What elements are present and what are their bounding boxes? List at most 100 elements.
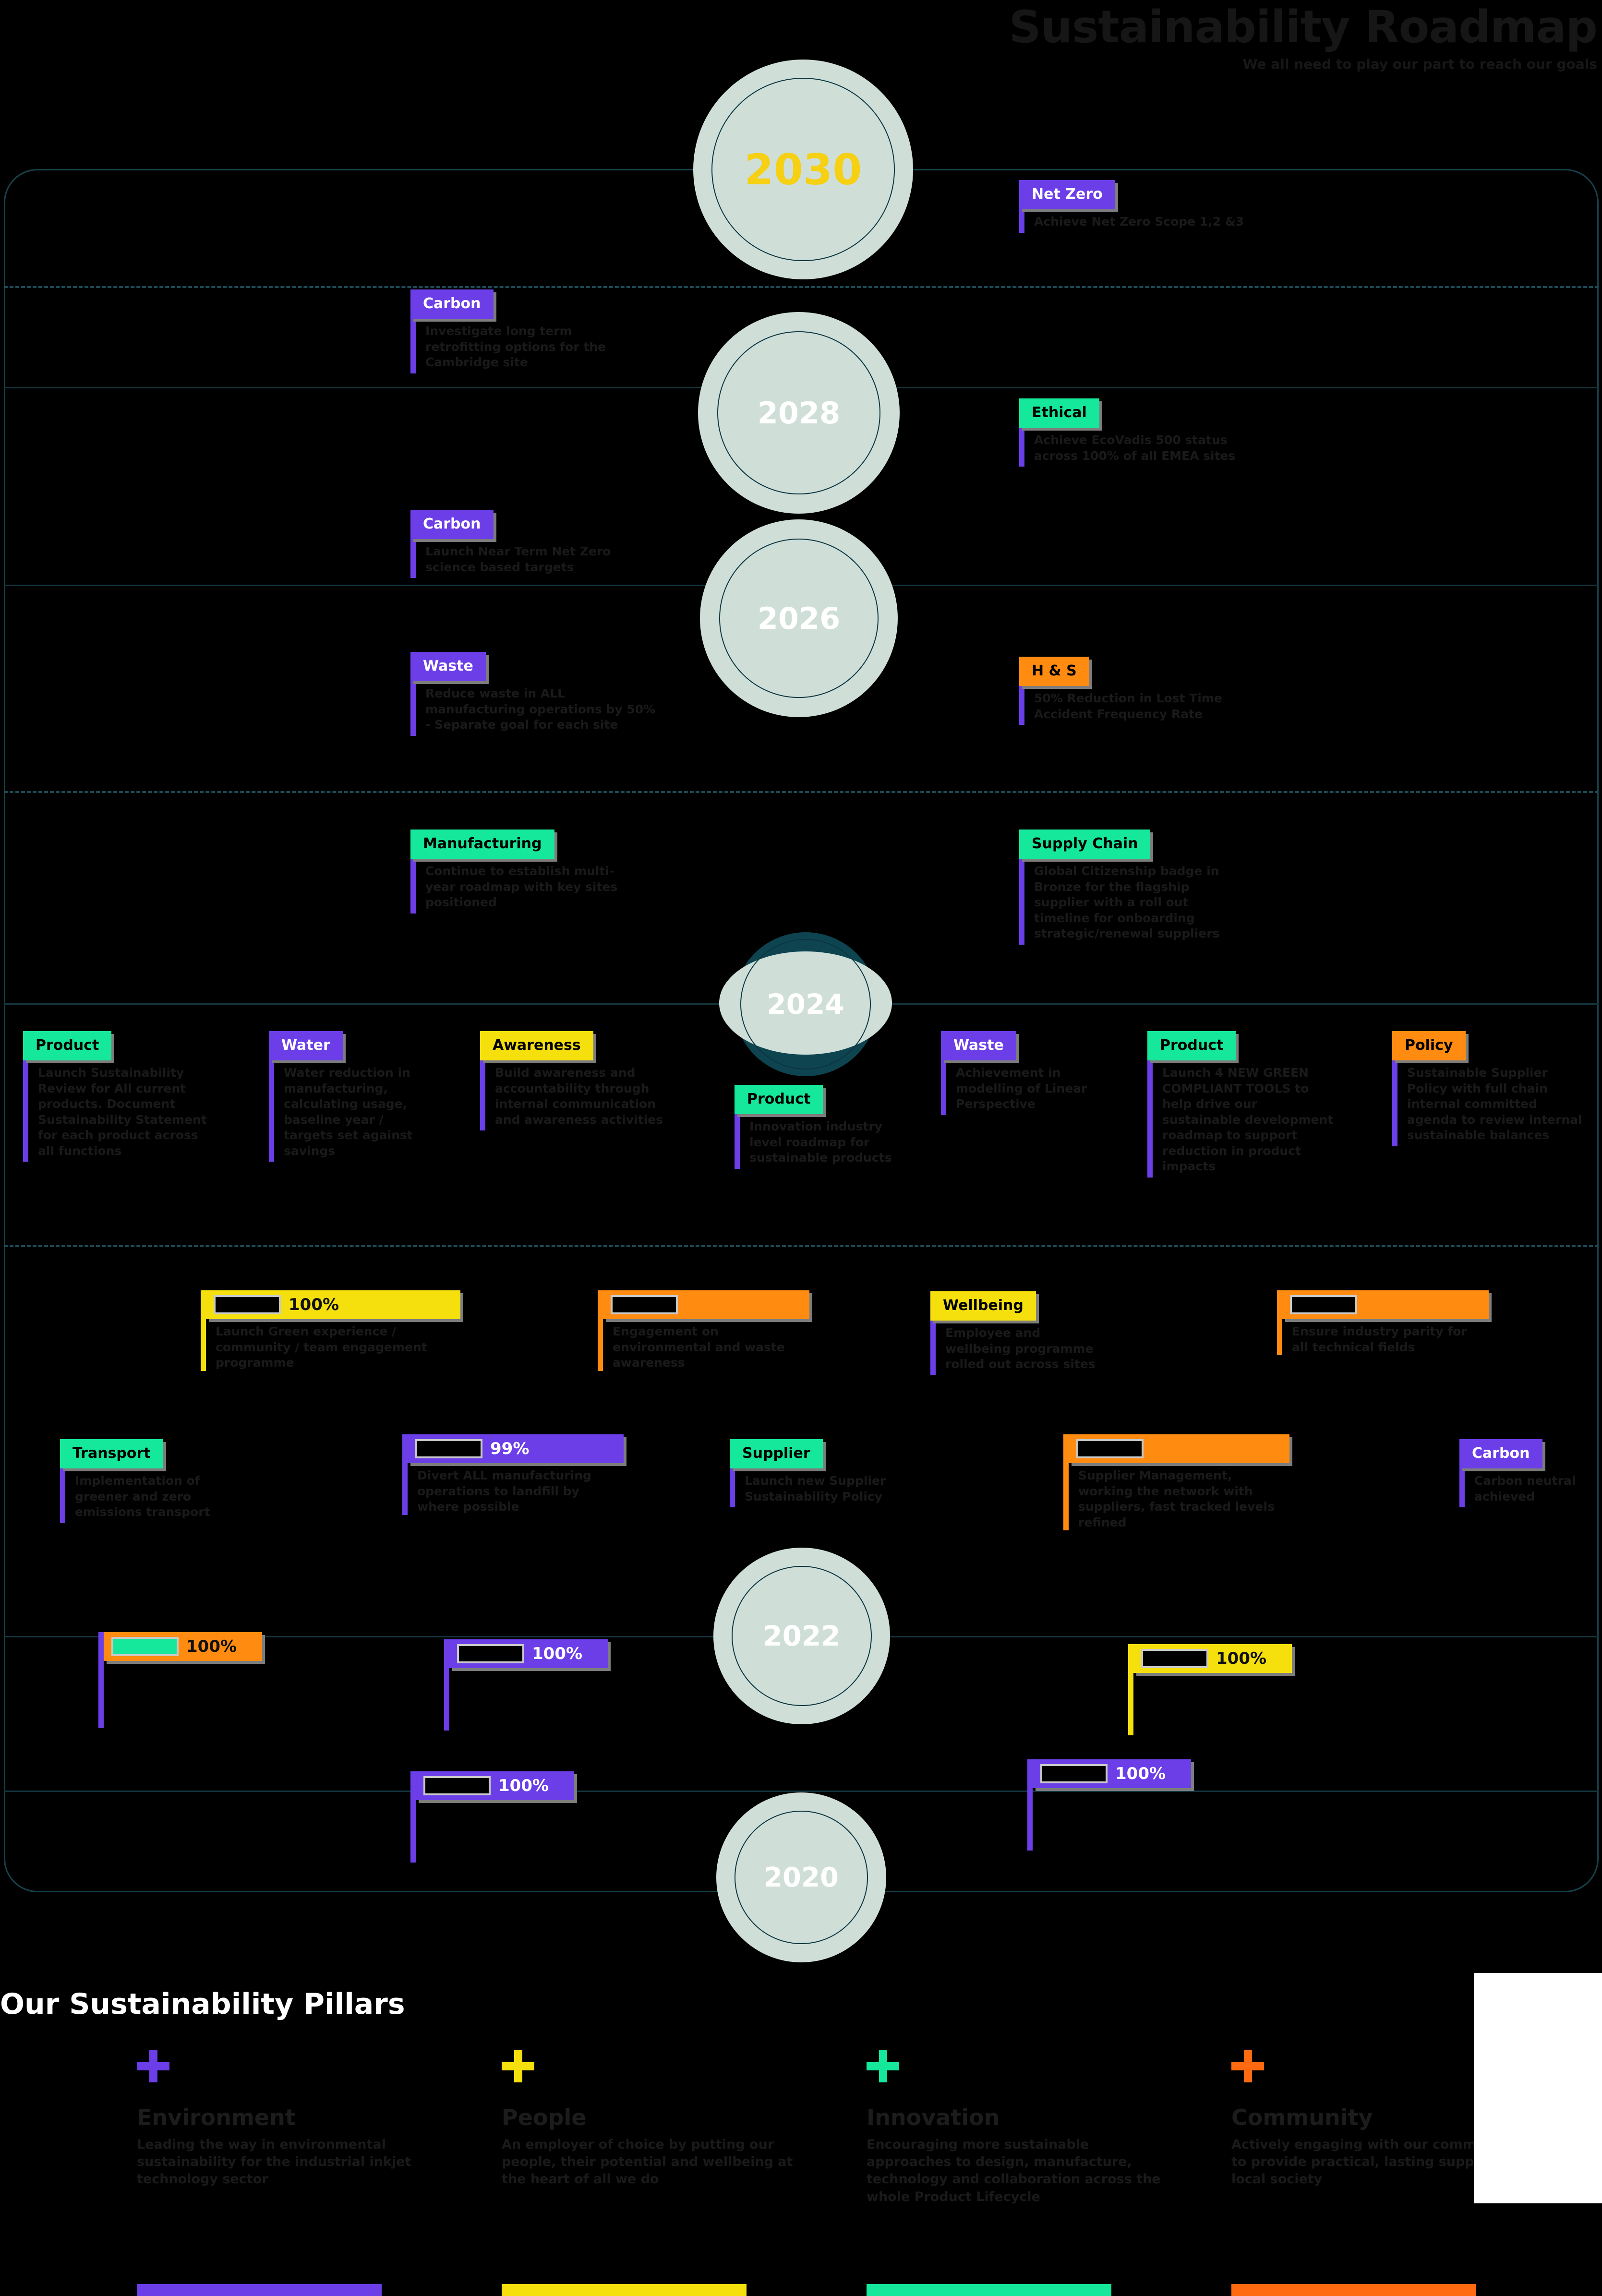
progress-flag-bottom-2[interactable]: 100%	[444, 1639, 608, 1731]
plus-icon	[137, 2050, 169, 2082]
milestone-tab: Waste	[410, 652, 486, 681]
milestone-tab: Ethical	[1019, 398, 1099, 428]
milestone-text: Investigate long term retrofitting optio…	[410, 319, 622, 373]
milestone-card-carbon-targets[interactable]: Carbon Launch Near Term Net Zero science…	[410, 510, 622, 578]
milestone-card-wellbeing[interactable]: Wellbeing Employee and wellbeing program…	[930, 1291, 1103, 1375]
year-node-2022[interactable]: 2022	[713, 1548, 890, 1724]
flag-cutout	[423, 1776, 491, 1795]
progress-flag-env-awareness[interactable]: Engagement on environmental and waste aw…	[598, 1290, 809, 1371]
year-node-2024[interactable]: 2024	[719, 932, 892, 1076]
milestone-text: Launch 4 NEW GREEN COMPLIANT TOOLS to he…	[1147, 1060, 1339, 1178]
milestone-tab: Water	[269, 1031, 343, 1060]
year-halo	[700, 519, 898, 717]
milestone-card-awareness[interactable]: Awareness Build awareness and accountabi…	[480, 1031, 667, 1130]
milestone-card-net-zero[interactable]: Net Zero Achieve Net Zero Scope 1,2 &3	[1019, 180, 1288, 233]
pillar-name: Environment	[137, 2104, 296, 2130]
milestone-tab: Product	[1147, 1031, 1236, 1060]
milestone-tab: Transport	[60, 1439, 163, 1468]
milestone-card-water[interactable]: Water Water reduction in manufacturing, …	[269, 1031, 427, 1162]
progress-flag-green-programme[interactable]: 100% Launch Green experience / community…	[201, 1290, 460, 1371]
year-halo	[713, 1548, 890, 1724]
flag-pole	[444, 1639, 449, 1731]
progress-flag-supplier-mgmt[interactable]: Supplier Management, working the network…	[1063, 1434, 1289, 1530]
milestone-text: Implementation of greener and zero emiss…	[60, 1468, 218, 1523]
plus-icon	[1231, 2050, 1264, 2082]
row-divider	[4, 791, 1599, 793]
progress-flag-bottom-1[interactable]: 100%	[98, 1632, 262, 1728]
milestone-tab: Carbon	[410, 510, 494, 539]
milestone-tab: Product	[23, 1031, 112, 1060]
flag-text: Supplier Management, working the network…	[1078, 1468, 1275, 1529]
year-label: 2026	[757, 601, 841, 636]
milestone-card-waste-reduction[interactable]: Waste Reduce waste in ALL manufacturing …	[410, 652, 660, 736]
progress-flag-bottom-4[interactable]: 100%	[410, 1771, 574, 1863]
milestone-card-product-tools[interactable]: Product Launch 4 NEW GREEN COMPLIANT TOO…	[1147, 1031, 1339, 1178]
milestone-card-carbon-retrofit[interactable]: Carbon Investigate long term retrofittin…	[410, 289, 622, 373]
pillar-people[interactable]: People An employer of choice by putting …	[502, 2050, 809, 2296]
page-subtitle: We all need to play our part to reach ou…	[1242, 56, 1597, 72]
flag-percent: 100%	[532, 1644, 583, 1663]
milestone-text: Reduce waste in ALL manufacturing operat…	[410, 681, 660, 736]
flag-text: Ensure industry parity for all technical…	[1292, 1324, 1467, 1354]
milestone-tab: Net Zero	[1019, 180, 1115, 209]
milestone-card-supply-chain[interactable]: Supply Chain Global Citizenship badge in…	[1019, 829, 1226, 945]
progress-flag-bottom-5[interactable]: 100%	[1027, 1759, 1191, 1851]
flag-banner	[1069, 1434, 1289, 1463]
flag-pole	[1063, 1434, 1069, 1530]
row-divider	[4, 286, 1599, 288]
row-divider	[4, 1245, 1599, 1247]
milestone-text: Build awareness and accountability throu…	[480, 1060, 667, 1130]
flag-banner: 100%	[1133, 1644, 1292, 1673]
milestone-card-carbon-neutral[interactable]: Carbon Carbon neutral achieved	[1459, 1439, 1599, 1507]
milestone-card-product-review[interactable]: Product Launch Sustainability Review for…	[23, 1031, 215, 1162]
flag-pole	[1277, 1290, 1282, 1355]
flag-cutout	[1141, 1649, 1208, 1668]
pillar-name: Community	[1231, 2104, 1373, 2130]
milestone-tab: H & S	[1019, 657, 1089, 686]
flag-banner	[603, 1290, 809, 1319]
flag-banner: 100%	[104, 1632, 262, 1661]
milestone-tab: Supplier	[730, 1439, 823, 1468]
milestone-text: Achievement in modelling of Linear Persp…	[941, 1060, 1109, 1115]
milestone-card-transport[interactable]: Transport Implementation of greener and …	[60, 1439, 218, 1523]
milestone-card-waste-modelling[interactable]: Waste Achievement in modelling of Linear…	[941, 1031, 1109, 1115]
progress-flag-landfill-divert[interactable]: 99% Divert ALL manufacturing operations …	[402, 1434, 624, 1515]
flag-text: Engagement on environmental and waste aw…	[613, 1324, 785, 1370]
progress-flag-bottom-3[interactable]: 100%	[1128, 1644, 1292, 1735]
milestone-card-manufacturing[interactable]: Manufacturing Continue to establish mult…	[410, 829, 636, 914]
white-panel	[1474, 1973, 1602, 2203]
flag-cutout	[415, 1439, 482, 1458]
year-node-2026[interactable]: 2026	[700, 519, 898, 717]
year-node-2020[interactable]: 2020	[716, 1792, 886, 1962]
flag-cutout	[611, 1295, 678, 1314]
pillar-environment[interactable]: Environment Leading the way in environme…	[137, 2050, 444, 2296]
flag-percent: 99%	[490, 1439, 530, 1458]
milestone-tab: Waste	[941, 1031, 1016, 1060]
year-label: 2022	[763, 1620, 841, 1652]
flag-banner	[1282, 1290, 1489, 1319]
flag-cutout	[1290, 1295, 1357, 1314]
progress-flag-industry-parity[interactable]: Ensure industry parity for all technical…	[1277, 1290, 1489, 1355]
flag-percent: 100%	[1216, 1649, 1267, 1668]
flag-percent: 100%	[498, 1776, 549, 1795]
flag-cutout	[1076, 1439, 1144, 1458]
pillar-innovation[interactable]: Innovation Encouraging more sustainable …	[867, 2050, 1174, 2296]
milestone-card-product-roadmap[interactable]: Product Innovation industry level roadma…	[735, 1085, 898, 1169]
year-label: 2028	[757, 395, 841, 431]
milestone-tab: Manufacturing	[410, 829, 554, 859]
pillar-bar	[502, 2284, 747, 2296]
milestone-card-policy[interactable]: Policy Sustainable Supplier Policy with …	[1392, 1031, 1584, 1146]
year-node-2028[interactable]: 2028	[698, 312, 900, 514]
milestone-text: Continue to establish multi-year roadmap…	[410, 859, 636, 914]
milestone-card-ethical[interactable]: Ethical Achieve EcoVadis 500 status acro…	[1019, 398, 1259, 467]
plus-icon	[502, 2050, 534, 2082]
flag-text: Divert ALL manufacturing operations to l…	[417, 1468, 591, 1514]
year-node-2030[interactable]: 2030	[693, 60, 913, 279]
pillar-bar	[867, 2284, 1111, 2296]
flag-pole	[402, 1434, 408, 1515]
milestone-card-supplier[interactable]: Supplier Launch new Supplier Sustainabil…	[730, 1439, 903, 1507]
milestone-card-hs[interactable]: H & S 50% Reduction in Lost Time Acciden…	[1019, 657, 1269, 725]
milestone-text: Launch Near Term Net Zero science based …	[410, 539, 622, 578]
pillar-name: People	[502, 2104, 587, 2130]
flag-pole	[201, 1290, 206, 1371]
